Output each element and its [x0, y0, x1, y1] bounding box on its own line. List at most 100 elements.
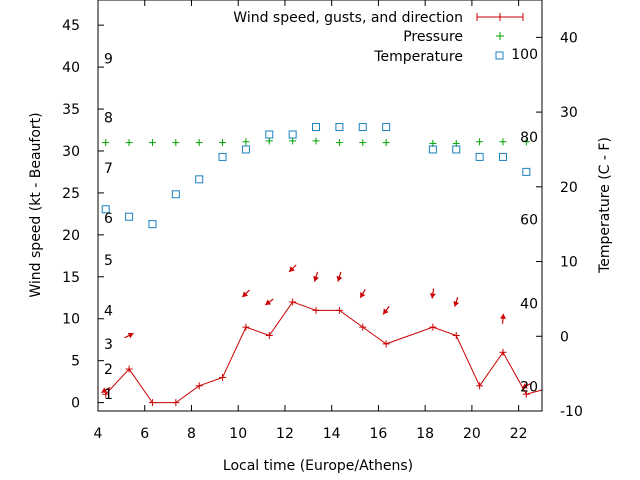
temperature-point — [452, 145, 461, 154]
y-right-tick-label: 20 — [560, 180, 578, 196]
x-tick-label: 22 — [510, 426, 528, 442]
pressure-point — [102, 139, 110, 147]
wind-arrow-head — [521, 383, 528, 389]
temperature-point — [288, 130, 297, 139]
y-left-tick-label: 25 — [62, 186, 80, 202]
y-right-tick-label: 10 — [560, 255, 578, 271]
wind-arrow-head — [289, 266, 295, 272]
y-left-tick-label: 0 — [71, 396, 80, 412]
wind-direction-arrow — [499, 313, 506, 324]
wind-speed-point — [125, 365, 133, 373]
x-tick-label: 8 — [187, 426, 196, 442]
temperature-point — [498, 152, 507, 161]
legend-swatch-pressure — [496, 32, 504, 40]
series-layer — [101, 123, 543, 407]
temperature-point — [358, 123, 367, 132]
y-right-tick-label: 40 — [560, 30, 578, 46]
temperature-point — [335, 123, 344, 132]
pressure-point — [242, 138, 250, 146]
y-axis-right-label: Temperature (C - F) — [597, 137, 613, 274]
wind-speed-point — [195, 382, 203, 390]
wind-speed-point — [452, 332, 460, 340]
wind-arrow-head — [313, 275, 319, 282]
temperature-point — [218, 152, 227, 161]
temperature-point — [148, 220, 157, 229]
wind-direction-arrow — [124, 332, 134, 339]
wind-arrow-head — [265, 299, 272, 305]
wind-direction-arrow — [453, 297, 460, 307]
temperature-point — [171, 190, 180, 199]
pressure-point — [499, 138, 507, 146]
fahrenheit-label: 100 — [511, 47, 538, 63]
legend-label-wind: Wind speed, gusts, and direction — [233, 10, 463, 26]
x-tick-label: 16 — [370, 426, 388, 442]
pressure-point — [219, 139, 227, 147]
x-axis-label: Local time (Europe/Athens) — [223, 458, 413, 474]
pressure-point — [265, 137, 273, 145]
pressure-point — [335, 139, 343, 147]
x-tick-label: 14 — [323, 426, 341, 442]
y-left-tick-label: 45 — [62, 18, 80, 34]
wind-arrow-head — [336, 275, 343, 282]
pressure-point — [476, 138, 484, 146]
temperature-point — [475, 152, 484, 161]
y-left-tick-label: 5 — [71, 354, 80, 370]
wind-direction-arrow — [359, 288, 366, 299]
temperature-point — [125, 212, 134, 221]
fahrenheit-label: 60 — [520, 213, 538, 229]
temperature-point — [382, 123, 391, 132]
legend-label-pressure: Pressure — [403, 29, 463, 45]
wind-arrow-head — [453, 301, 460, 307]
wind-direction-arrow — [336, 271, 343, 282]
wind-arrow-head — [242, 291, 249, 298]
wind-direction-arrow — [264, 298, 274, 306]
beaufort-label: 3 — [104, 337, 113, 353]
y-left-tick-label: 10 — [62, 312, 80, 328]
wind-speed-point — [265, 332, 273, 340]
beaufort-label: 5 — [104, 253, 113, 269]
wind-speed-line — [105, 301, 543, 404]
wind-arrow-head — [499, 313, 506, 320]
wind-direction-arrow — [241, 289, 250, 298]
x-tick-label: 6 — [140, 426, 149, 442]
wind-direction-arrow — [429, 288, 436, 299]
wind-speed-point — [382, 340, 390, 348]
temperature-point — [522, 167, 531, 176]
pressure-point — [359, 139, 367, 147]
x-tick-label: 18 — [416, 426, 434, 442]
beaufort-label: 9 — [104, 52, 113, 68]
tick-marks — [97, 0, 542, 412]
wind-direction-arrow — [521, 383, 532, 389]
wind-speed-point — [522, 390, 530, 398]
legend-swatch-wind — [476, 13, 524, 21]
pressure-point — [289, 137, 297, 145]
fahrenheit-label: 80 — [520, 130, 538, 146]
beaufort-label: 6 — [104, 211, 113, 227]
temperature-point — [428, 145, 437, 154]
wind-speed-point — [172, 399, 180, 407]
wind-arrow-head — [429, 293, 436, 299]
legend-label-temperature: Temperature — [373, 49, 463, 65]
tick-labels: 4 6 8 10 12 14 16 18 20 22051015202530354045-1001… — [62, 18, 583, 442]
fahrenheit-label: 20 — [520, 379, 538, 395]
beaufort-label: 8 — [104, 110, 113, 126]
wind-speed-point — [219, 373, 227, 381]
wind-arrow-head — [383, 308, 389, 315]
temperature-point — [195, 175, 204, 184]
beaufort-label: 7 — [104, 161, 113, 177]
pressure-point — [382, 139, 390, 147]
beaufort-label: 1 — [104, 387, 113, 403]
wind-speed-point — [242, 323, 250, 331]
y-right-tick-label: -10 — [560, 404, 583, 420]
pressure-point — [172, 139, 180, 147]
wind-speed-point — [312, 306, 320, 314]
y-axis-left-label: Wind speed (kt - Beaufort) — [28, 112, 44, 297]
pressure-point — [312, 137, 320, 145]
wind-direction-arrow — [382, 305, 390, 315]
y-right-tick-label: 30 — [560, 105, 578, 121]
temperature-point — [265, 130, 274, 139]
y-left-tick-label: 20 — [62, 228, 80, 244]
wind-arrow-head — [360, 292, 366, 298]
y-left-tick-label: 15 — [62, 270, 80, 286]
